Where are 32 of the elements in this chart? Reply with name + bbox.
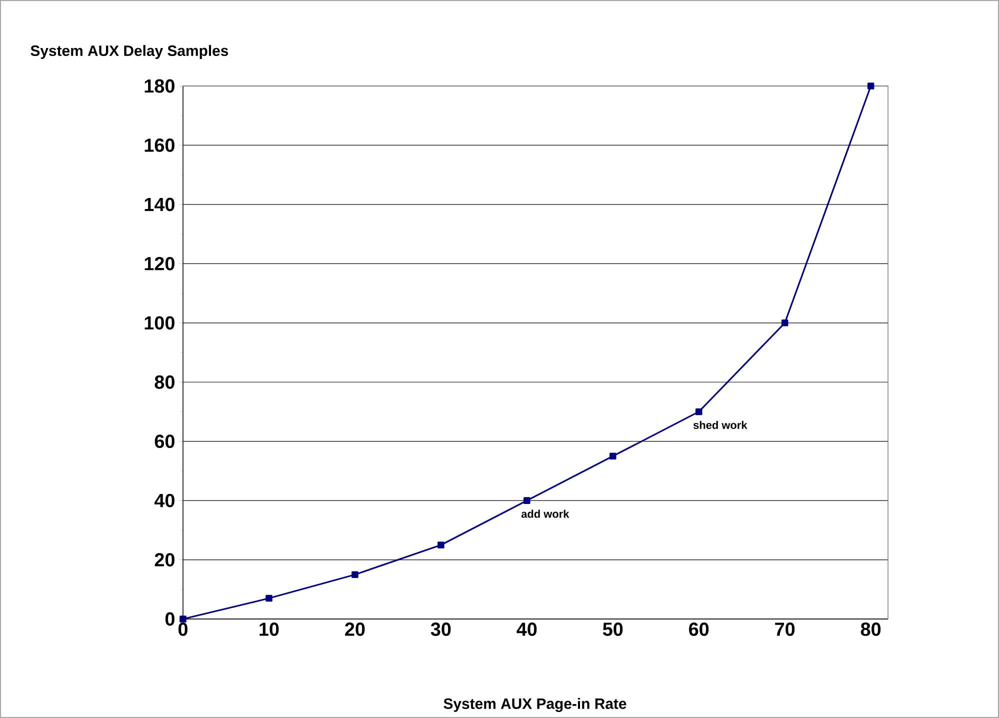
x-tick-label: 20 bbox=[345, 622, 365, 636]
x-tick-label: 0 bbox=[178, 622, 188, 636]
y-axis-title: System AUX Delay Samples bbox=[30, 45, 228, 59]
x-tick-label: 40 bbox=[516, 622, 537, 636]
y-tick-label: 80 bbox=[154, 375, 174, 389]
y-tick-label: 140 bbox=[144, 198, 174, 212]
point bbox=[867, 82, 874, 90]
x-tick-label: 80 bbox=[860, 622, 881, 636]
x-tick-label: 70 bbox=[775, 622, 795, 636]
point bbox=[781, 320, 788, 326]
annotation: shed work bbox=[693, 420, 748, 429]
point bbox=[524, 497, 530, 504]
y-tick-label: 120 bbox=[144, 256, 174, 270]
point bbox=[266, 594, 272, 602]
y-tick-label: 100 bbox=[144, 316, 174, 330]
x-tick-label: 10 bbox=[260, 622, 279, 636]
point bbox=[695, 408, 702, 416]
point bbox=[438, 542, 444, 548]
y-tick-label: 180 bbox=[144, 79, 174, 93]
point bbox=[180, 616, 186, 622]
y-tick-label: 160 bbox=[144, 138, 174, 152]
point bbox=[352, 571, 358, 578]
point bbox=[609, 452, 616, 460]
x-tick-label: 30 bbox=[430, 622, 451, 636]
annotation: add work bbox=[521, 510, 570, 518]
y-tick-label: 40 bbox=[154, 494, 174, 508]
y-tick-label: 20 bbox=[154, 553, 174, 566]
y-tick-label: 0 bbox=[165, 612, 174, 626]
x-tick-label: 50 bbox=[602, 622, 623, 636]
x-axis-title: System AUX Page-in Rate bbox=[444, 698, 626, 712]
y-tick-label: 60 bbox=[154, 434, 174, 448]
x-tick-label: 60 bbox=[689, 622, 709, 636]
